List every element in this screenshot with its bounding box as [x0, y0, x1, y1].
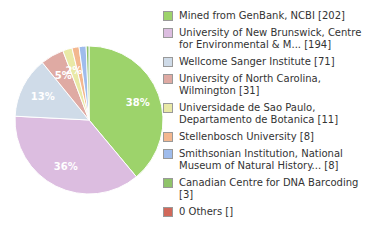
svg-text:2%: 2% — [65, 65, 82, 76]
svg-text:13%: 13% — [31, 91, 55, 102]
html-text:Mined from GenBank, NCBI [202]: Mined from GenBank, NCBI [202] — [179, 10, 345, 21]
html-text:Wellcome Sanger Institute [71]: Wellcome Sanger Institute [71] — [179, 56, 335, 67]
html-text:Stellenbosch University [8]: Stellenbosch University [8] — [179, 131, 314, 142]
html-text:University of New Brunswick, C: University of New Brunswick, Centre for … — [179, 27, 362, 50]
html-text:Smithsonian Institution, Natio: Smithsonian Institution, National Museum… — [179, 148, 343, 171]
svg-text:38%: 38% — [126, 97, 150, 108]
svg-text:5%: 5% — [54, 69, 72, 81]
html-text:University of North Carolina,: University of North Carolina, Wilmington… — [179, 73, 321, 96]
html-text:Canadian Centre for DNA Barcod: Canadian Centre for DNA Barcoding [3] — [179, 177, 359, 200]
svg-text:36%: 36% — [54, 161, 78, 172]
html-text:0 Others []: 0 Others [] — [179, 206, 234, 217]
html-text:Universidade de Sao Paulo, Dep: Universidade de Sao Paulo, Departamento … — [179, 102, 339, 125]
